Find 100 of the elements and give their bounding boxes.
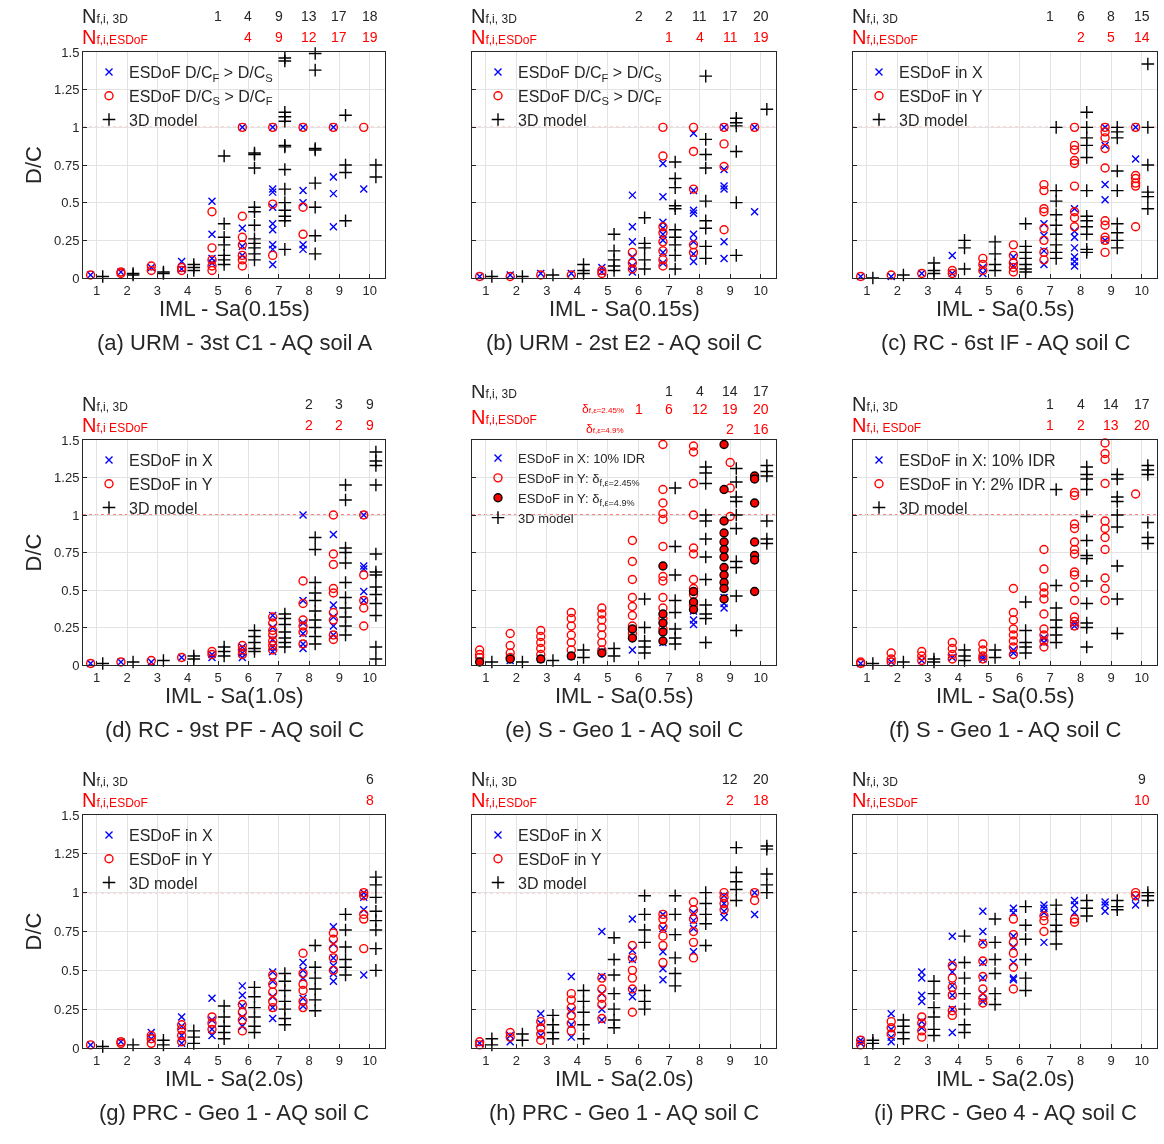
legend-label: 3D model xyxy=(129,111,198,129)
legend-label: ESDoF in X: 10% IDR xyxy=(899,452,1056,470)
y-tick-label: 0.25 xyxy=(54,1001,80,1017)
y-tick-label: 1 xyxy=(72,885,80,901)
text: 2 2 9 xyxy=(305,417,374,433)
y-tick-label: 0.25 xyxy=(54,620,80,636)
x-tick-label: 2 xyxy=(512,669,520,685)
x-tick-label: 8 xyxy=(1077,1052,1085,1068)
text: 1 4 14 17 xyxy=(665,383,769,399)
text: 1 4 9 13 17 18 xyxy=(214,8,378,24)
x-tick-label: 8 xyxy=(1077,282,1085,298)
text: 12 20 xyxy=(722,771,769,787)
text: 1 4 11 19 xyxy=(665,29,769,45)
x-tick-label: 1 xyxy=(482,669,490,685)
x-tick-label: 5 xyxy=(214,669,222,685)
x-tick-label: 10 xyxy=(362,669,378,685)
x-tick-label: 2 xyxy=(123,669,131,685)
y-tick-label: 0 xyxy=(72,657,80,673)
x-tick-label: 1 xyxy=(482,1052,490,1068)
y-tick-label: 0 xyxy=(72,1040,80,1056)
text: Nf,i, 3D xyxy=(82,5,129,27)
x-tick-label: 7 xyxy=(665,282,673,298)
x-tick-label: 8 xyxy=(1077,669,1085,685)
text: δf,ε=2.45% xyxy=(582,402,625,416)
x-tick-label: 1 xyxy=(93,282,101,298)
y-tick-label: 0.75 xyxy=(54,545,80,561)
text: Nf,i, 3D xyxy=(82,393,129,415)
y-tick-label: 1.25 xyxy=(54,846,80,862)
x-tick-label: 2 xyxy=(123,282,131,298)
text: Nf,i,ESDoF xyxy=(852,789,918,811)
x-tick-label: 1 xyxy=(482,282,490,298)
x-tick-label: 9 xyxy=(1107,1052,1115,1068)
text: (i) PRC - Geo 4 - AQ soil C xyxy=(874,1100,1137,1125)
x-tick-label: 5 xyxy=(214,1052,222,1068)
x-tick-label: 7 xyxy=(665,1052,673,1068)
x-tick-label: 10 xyxy=(362,282,378,298)
text: (f) S - Geo 1 - AQ soil C xyxy=(889,717,1122,742)
text: Nf,i, ESDoF xyxy=(852,414,922,436)
x-tick-label: 2 xyxy=(893,669,901,685)
legend-label: ESDoF in X xyxy=(899,64,983,82)
text: (b) URM - 2st E2 - AQ soil C xyxy=(486,330,763,355)
x-tick-label: 6 xyxy=(634,1052,643,1068)
x-tick-label: 3 xyxy=(924,669,932,685)
x-tick-label: 5 xyxy=(214,282,222,298)
x-tick-label: 1 xyxy=(863,669,871,685)
x-tick-label: 9 xyxy=(726,669,734,685)
text: 2 2 11 17 20 xyxy=(635,8,769,24)
text: 1 6 12 19 20 xyxy=(635,401,769,417)
y-tick-label: 1 xyxy=(72,119,80,135)
text: Nf,i,ESDoF xyxy=(82,26,148,48)
text: (e) S - Geo 1 - AQ soil C xyxy=(505,717,744,742)
x-tick-label: 6 xyxy=(1015,1052,1024,1068)
legend-label: ESDoF in Y xyxy=(129,850,213,868)
legend-label: ESDoF in Y xyxy=(129,475,213,493)
legend-label: ESDoF in Y xyxy=(518,850,602,868)
x-tick-label: 6 xyxy=(1015,669,1024,685)
x-tick-label: 3 xyxy=(153,282,161,298)
x-axis-title: IML - Sa(0.15s) xyxy=(549,296,700,321)
legend-label: ESDoF in X: 10% IDR xyxy=(518,451,646,467)
x-axis-title: IML - Sa(0.15s) xyxy=(159,296,310,321)
x-tick-label: 3 xyxy=(924,1052,932,1068)
x-tick-label: 10 xyxy=(753,1052,768,1068)
x-tick-label: 4 xyxy=(954,282,963,298)
text: Nf,i,ESDoF xyxy=(471,26,537,48)
x-tick-label: 1 xyxy=(863,282,871,298)
y-tick-label: 0.5 xyxy=(61,582,80,598)
x-tick-label: 1 xyxy=(93,669,101,685)
x-tick-label: 9 xyxy=(726,282,734,298)
text: Nf,i, 3D xyxy=(852,768,899,790)
legend-label: ESDoF D/C$_{S}$ > D/C$_{F}$ xyxy=(518,87,662,108)
x-tick-label: 6 xyxy=(244,1052,253,1068)
legend-label: 3D model xyxy=(129,874,198,892)
legend-label: ESDoF in X xyxy=(129,452,213,470)
x-tick-label: 4 xyxy=(954,669,963,685)
legend-label: ESDoF D/C$_{S}$ > D/C$_{F}$ xyxy=(129,87,273,108)
x-axis-title: IML - Sa(2.0s) xyxy=(165,1066,304,1091)
x-tick-label: 1 xyxy=(863,1052,871,1068)
legend-label: ESDoF in Y xyxy=(899,87,983,105)
x-tick-label: 7 xyxy=(275,1052,283,1068)
x-tick-label: 4 xyxy=(184,282,192,298)
legend-label: 3D model xyxy=(899,111,968,129)
text: δf,ε=4.9% xyxy=(586,422,624,436)
x-tick-label: 10 xyxy=(753,282,768,298)
x-tick-label: 9 xyxy=(1107,282,1115,298)
y-tick-label: 1.25 xyxy=(54,470,80,486)
x-tick-label: 6 xyxy=(634,669,643,685)
x-axis-title: IML - Sa(2.0s) xyxy=(555,1066,694,1091)
x-tick-label: 6 xyxy=(1015,282,1024,298)
x-axis-title: IML - Sa(2.0s) xyxy=(936,1066,1075,1091)
x-tick-label: 7 xyxy=(275,669,283,685)
x-tick-label: 2 xyxy=(512,1052,520,1068)
legend-label: 3D model xyxy=(899,499,968,517)
y-tick-label: 1.5 xyxy=(61,44,80,60)
y-tick-label: 0.75 xyxy=(54,924,80,940)
text: 2 5 14 xyxy=(1077,29,1150,45)
x-tick-label: 4 xyxy=(954,1052,963,1068)
text: 1 4 14 17 xyxy=(1046,396,1150,412)
x-tick-label: 5 xyxy=(604,1052,612,1068)
legend-label: ESDoF in Y: 2% IDR xyxy=(899,475,1046,493)
text: Nf,i,ESDoF xyxy=(471,789,537,811)
